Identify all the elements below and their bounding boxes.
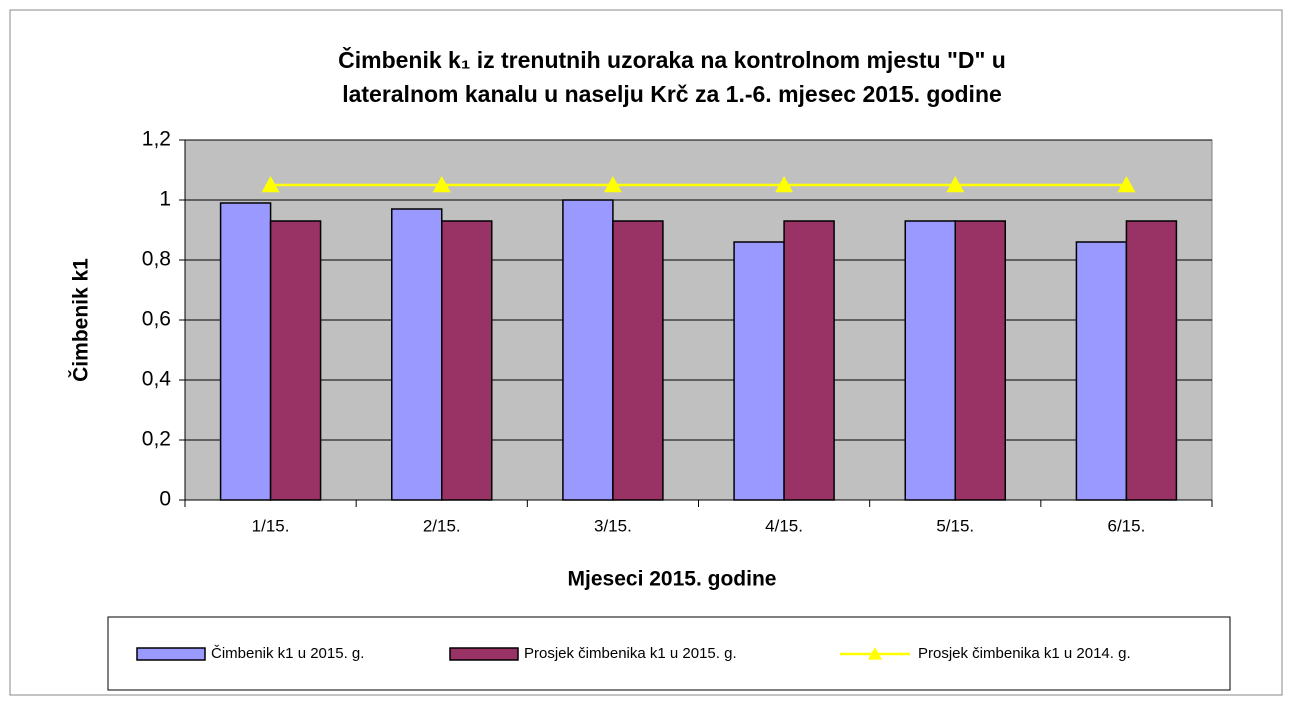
y-tick-label: 0,4 — [142, 368, 172, 391]
x-tick-label: 2/15. — [423, 516, 461, 535]
line-marker — [603, 176, 622, 193]
x-tick-label: 1/15. — [252, 516, 290, 535]
legend-label: Čimbenik k1 u 2015. g. — [211, 645, 364, 662]
line-marker — [432, 176, 451, 193]
y-tick-label: 1 — [159, 188, 171, 211]
line-marker — [946, 176, 965, 193]
line-marker — [775, 176, 794, 193]
x-tick-label: 3/15. — [594, 516, 632, 535]
y-tick-label: 0,6 — [142, 308, 171, 331]
bar — [954, 220, 1006, 501]
line-marker — [261, 176, 280, 193]
bar — [1125, 220, 1178, 501]
bar — [391, 208, 443, 501]
legend — [107, 616, 1231, 691]
y-tick-label: 0,2 — [142, 428, 171, 451]
legend-swatch — [136, 647, 206, 661]
legend-label: Prosjek čimbenika k1 u 2015. g. — [524, 645, 737, 662]
x-axis-title: Mjeseci 2015. godine — [568, 568, 777, 591]
bar — [904, 220, 956, 501]
x-tick-label: 5/15. — [936, 516, 974, 535]
bar — [783, 220, 835, 501]
chart-title: lateralnom kanalu u naselju Krč za 1.-6.… — [342, 81, 1002, 107]
x-tick-label: 6/15. — [1108, 516, 1146, 535]
y-tick-label: 0,8 — [142, 248, 171, 271]
line-marker — [1117, 176, 1136, 193]
legend-marker — [868, 647, 882, 660]
chart-title: Čimbenik k₁ iz trenutnih uzoraka na kont… — [338, 46, 1006, 73]
bar — [612, 220, 664, 501]
bar — [269, 220, 322, 501]
bar — [441, 220, 493, 501]
y-tick-label: 1,2 — [142, 128, 171, 151]
bar — [562, 199, 614, 501]
legend-swatch — [449, 647, 519, 661]
bar — [1075, 241, 1128, 501]
y-axis-title: Čimbenik k1 — [69, 258, 93, 382]
y-tick-label: 0 — [159, 488, 171, 511]
legend-label: Prosjek čimbenika k1 u 2014. g. — [918, 645, 1131, 662]
bar — [219, 202, 272, 501]
bar — [733, 241, 785, 501]
x-tick-label: 4/15. — [765, 516, 803, 535]
